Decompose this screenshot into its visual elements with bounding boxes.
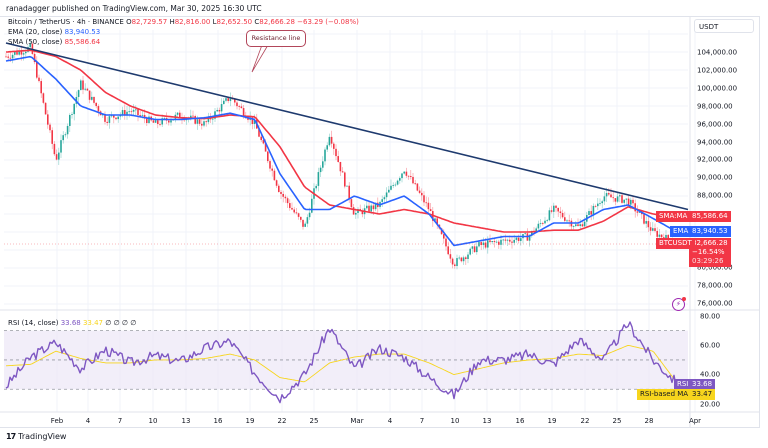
rsi-ma-value-tag: 33.47 <box>689 389 716 400</box>
svg-text:4: 4 <box>86 417 91 425</box>
ema-value: 83,940.53 <box>64 28 101 36</box>
svg-text:90,000.00: 90,000.00 <box>697 174 733 182</box>
svg-text:7: 7 <box>420 417 424 425</box>
sma-price-tag: 85,586.64 <box>689 211 731 222</box>
svg-text:25: 25 <box>310 417 319 425</box>
svg-text:92,000.00: 92,000.00 <box>697 156 733 164</box>
svg-text:16: 16 <box>516 417 525 425</box>
symbol-name[interactable]: Bitcoin / TetherUS · 4h · BINANCE <box>8 18 124 26</box>
svg-text:100,000.00: 100,000.00 <box>697 85 737 93</box>
svg-text:16: 16 <box>214 417 223 425</box>
low-value: 82,652.50 <box>216 18 253 26</box>
rsi-ma-value: 33.47 <box>82 319 104 327</box>
rsi-name-tag: RSI <box>674 379 692 390</box>
rsi-value-tag: 33.68 <box>689 379 716 390</box>
svg-text:76,000.00: 76,000.00 <box>697 300 733 308</box>
svg-text:19: 19 <box>548 417 557 425</box>
svg-text:94,000.00: 94,000.00 <box>697 139 733 147</box>
svg-text:Mar: Mar <box>350 417 363 425</box>
brand-name: TradingView <box>18 432 67 441</box>
rsi-legend[interactable]: RSI (14, close) 33.68 33.47 ∅ ∅ ∅ ∅ <box>8 319 137 327</box>
svg-text:10: 10 <box>451 417 460 425</box>
svg-text:7: 7 <box>118 417 122 425</box>
svg-text:96,000.00: 96,000.00 <box>697 121 733 129</box>
resistance-line-callout[interactable]: Resistance line <box>246 30 306 47</box>
rsi-ma-name-tag: RSI-based MA <box>637 389 692 400</box>
symbol-name-tag: BTCUSDT <box>656 238 695 249</box>
svg-text:10: 10 <box>149 417 158 425</box>
open-value: 82,729.57 <box>131 18 168 26</box>
change-value: −63.29 (−0.08%) <box>297 18 359 26</box>
svg-text:4: 4 <box>388 417 393 425</box>
sma-legend[interactable]: SMA (50, close) 85,586.64 <box>8 38 101 46</box>
sma-value: 85,586.64 <box>64 38 101 46</box>
last-price-tag: 82,666.28 −16.54% 03:29:26 <box>689 238 731 267</box>
svg-text:28: 28 <box>645 417 654 425</box>
rsi-lines <box>5 321 679 404</box>
chart-container[interactable] <box>0 16 760 428</box>
ema-name-tag: EMA <box>670 226 692 237</box>
rsi-band <box>4 330 688 390</box>
moving-averages <box>4 49 688 247</box>
high-value: 82,816.00 <box>174 18 211 26</box>
svg-text:Feb: Feb <box>51 417 64 425</box>
svg-text:22: 22 <box>581 417 590 425</box>
grid-lines <box>4 30 696 412</box>
svg-text:98,000.00: 98,000.00 <box>697 103 733 111</box>
symbol-legend: Bitcoin / TetherUS · 4h · BINANCE O82,72… <box>8 18 359 26</box>
svg-text:88,000.00: 88,000.00 <box>697 192 733 200</box>
axes: 104,000.00 102,000.00 100,000.00 98,000.00 9… <box>0 16 760 428</box>
sma-name-tag: SMA:MA <box>656 211 691 222</box>
svg-text:20.00: 20.00 <box>700 401 720 409</box>
lightning-alert-icon[interactable]: ⚡ <box>672 297 686 311</box>
svg-text:Apr: Apr <box>689 417 701 425</box>
svg-text:40.00: 40.00 <box>700 371 720 379</box>
candlesticks <box>5 41 678 270</box>
svg-text:22: 22 <box>278 417 287 425</box>
close-value: 82,666.28 <box>259 18 295 26</box>
svg-text:25: 25 <box>613 417 622 425</box>
svg-text:60.00: 60.00 <box>700 342 720 350</box>
publisher-line: ranadagger published on TradingView.com,… <box>6 4 262 13</box>
resistance-trendline <box>5 42 689 211</box>
rsi-value: 33.68 <box>60 319 81 327</box>
svg-text:13: 13 <box>483 417 492 425</box>
footer: 17 TradingView <box>6 432 66 441</box>
ema-legend[interactable]: EMA (20, close) 83,940.53 <box>8 28 101 36</box>
currency-selector[interactable]: USDT <box>694 19 754 33</box>
svg-text:80.00: 80.00 <box>700 313 720 321</box>
ema-price-tag: 83,940.53 <box>689 226 731 237</box>
svg-text:13: 13 <box>182 417 191 425</box>
svg-text:104,000.00: 104,000.00 <box>697 49 737 57</box>
svg-text:19: 19 <box>246 417 255 425</box>
svg-text:102,000.00: 102,000.00 <box>697 67 737 75</box>
tradingview-logo-icon: 17 <box>6 432 16 441</box>
notification-dot <box>682 297 686 301</box>
svg-text:78,000.00: 78,000.00 <box>697 282 733 290</box>
svg-text:80,000.00: 80,000.00 <box>697 264 733 272</box>
